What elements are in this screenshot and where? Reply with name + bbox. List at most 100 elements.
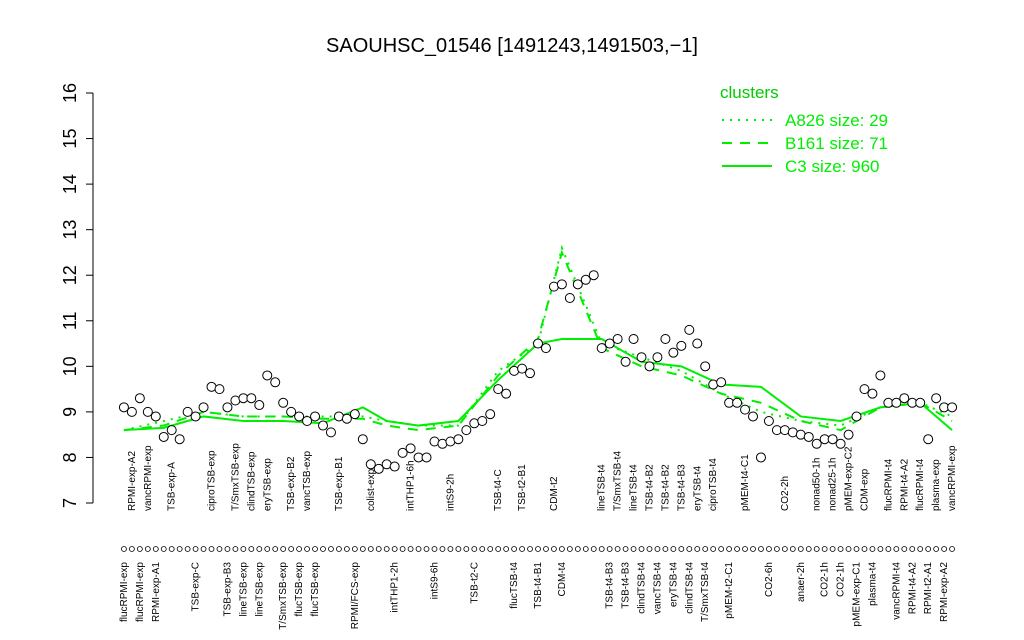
sample-point [310,411,321,422]
rug-mark [861,546,868,552]
rug-mark [678,546,685,552]
sample-point [405,443,416,454]
x-tick-label: TSB-exp-B1 [334,456,345,511]
sample-point [254,400,265,411]
sample-point [620,356,631,367]
rug-mark [519,546,525,552]
rug-mark [343,546,350,552]
rug-mark [933,546,940,552]
sample-point [931,393,942,404]
rug-mark [328,546,334,552]
rug-mark [941,546,948,552]
rug-mark [272,546,279,552]
rug-mark [734,546,740,552]
rug-mark [813,546,820,552]
sample-point [397,447,408,458]
sample-point [540,343,551,354]
x-tick-label: TSB-t4-B2 [660,464,671,511]
rug-mark [160,546,167,552]
rug-mark [200,546,207,552]
sample-point [923,434,934,445]
x-tick-label: eryTSB-exp [262,458,273,511]
x-tick-label: nonad25-1h [828,458,839,511]
x-tick-label: T/SmxTSB-t4 [700,562,711,622]
sample-point [859,384,870,395]
x-tick-label: flucRPMI-exp [119,562,130,622]
rug-mark [917,546,924,552]
sample-point [373,463,384,474]
sample-point [596,343,607,354]
sample-point [150,411,161,422]
sample-point [246,393,257,404]
x-tick-label: CO2-1h [836,562,847,597]
rug-mark [566,546,573,552]
rug-mark [805,546,812,552]
sample-point [684,324,695,335]
legend-title: clusters [720,83,779,102]
x-tick-label: lineTSB-t4 [629,464,640,511]
x-tick-label: CDM-exp [859,468,870,511]
sample-point [182,406,193,417]
rug-mark [495,546,502,552]
sample-point [716,377,727,388]
rug-mark [224,546,231,552]
x-tick-label: plasma-t4 [867,562,878,606]
x-tick-label: TSB-exp-A [167,462,178,511]
rug-mark [407,546,414,552]
sample-point [302,416,313,426]
x-tick-label: CO2-1h [820,562,831,597]
x-tick-label: vancTSB-exp [302,451,313,511]
sample-point [174,434,185,445]
rug-mark [893,546,900,552]
rug-mark [710,546,717,552]
rug-mark [877,546,884,552]
rug-mark [471,546,478,552]
rug-mark [391,546,398,552]
x-tick-label: vancRPMI-t4 [891,562,902,620]
rug-mark [383,546,390,552]
x-tick-label: vancRPMI-exp [143,445,154,511]
x-tick-label: ciproTSB-t4 [708,458,719,511]
sample-point [341,413,352,424]
rug-mark [949,546,955,552]
x-tick-label: CDM-t4 [557,562,568,597]
sample-point [676,340,687,351]
sample-point [564,293,575,303]
x-tick-label: intTHP1-6h [406,460,417,511]
rug-mark [128,546,135,552]
sample-point [755,452,766,463]
x-tick-label: T/SmxTSB-exp [278,562,289,630]
rug-mark [829,546,836,552]
x-tick-label: nonad50-1h [812,458,823,511]
sample-point [851,411,862,422]
rug-mark [431,546,438,552]
x-tick-label: TSB-t4-B3 [605,562,616,609]
rug-mark [622,546,629,552]
sample-point [525,368,536,379]
x-tick-label: RPMI-t4-A2 [899,458,910,511]
x-tick-label: plasma-exp [931,459,942,511]
rug-mark [256,546,263,552]
sample-point [612,334,623,344]
sample-point [636,352,647,363]
x-tick-label: pMEM-t4-C1 [740,454,751,511]
rug-mark [168,546,175,552]
rug-mark [216,546,223,552]
sample-point [190,411,201,422]
rug-mark [702,546,709,552]
rug-mark [439,546,446,552]
x-tick-label: RPMI-exp-A2 [127,451,138,511]
sample-point [748,411,758,422]
x-tick-label: TSB-exp-B3 [222,562,233,617]
x-tick-label: TSB-t2-C [469,562,480,604]
sample-point [142,406,153,417]
rug-mark [479,546,486,552]
y-tick-label: 11 [60,311,80,330]
x-tick-label: TSB-t2-B1 [517,464,528,511]
sample-point [740,404,751,415]
rug-mark [781,546,788,552]
x-tick-label: eryTSB-t4 [668,562,679,607]
rug-mark [853,546,860,552]
sample-point [668,347,679,358]
